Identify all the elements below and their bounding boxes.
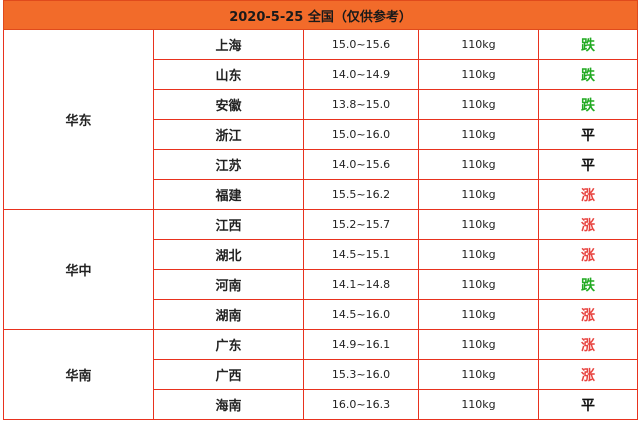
province-cell: 上海	[153, 29, 304, 60]
weight-cell: 110kg	[418, 29, 539, 60]
trend-cell: 涨	[537, 209, 639, 240]
table-row: 安徽 13.8~15.0 110kg 跌	[4, 89, 639, 120]
province-cell: 福建	[153, 179, 304, 210]
province-cell: 江西	[153, 209, 304, 240]
price-range-cell: 13.8~15.0	[303, 89, 419, 120]
weight-cell: 110kg	[418, 179, 539, 210]
province-cell: 广西	[153, 359, 304, 390]
weight-cell: 110kg	[418, 269, 539, 300]
price-range-cell: 15.3~16.0	[303, 359, 419, 390]
weight-cell: 110kg	[418, 149, 539, 180]
trend-cell: 平	[537, 149, 639, 180]
title-row: 2020-5-25 全国（仅供参考）	[2, 0, 639, 30]
price-range-cell: 15.0~15.6	[303, 29, 419, 60]
region-cell: 华南	[3, 329, 154, 420]
trend-cell: 跌	[537, 89, 639, 120]
trend-cell: 涨	[537, 239, 639, 270]
region-cell: 华东	[3, 29, 154, 210]
weight-cell: 110kg	[418, 59, 539, 90]
price-range-cell: 16.0~16.3	[303, 389, 419, 420]
price-range-cell: 14.1~14.8	[303, 269, 419, 300]
weight-cell: 110kg	[418, 239, 539, 270]
trend-cell: 跌	[537, 59, 639, 90]
weight-cell: 110kg	[418, 89, 539, 120]
province-cell: 广东	[153, 329, 304, 360]
province-cell: 河南	[153, 269, 304, 300]
price-range-cell: 14.5~15.1	[303, 239, 419, 270]
price-range-cell: 14.0~14.9	[303, 59, 419, 90]
table-row: 湖南 14.5~16.0 110kg 涨	[4, 299, 639, 330]
trend-cell: 涨	[537, 359, 639, 390]
weight-cell: 110kg	[418, 209, 539, 240]
price-range-cell: 14.9~16.1	[303, 329, 419, 360]
trend-cell: 涨	[537, 329, 639, 360]
region-cell: 华中	[3, 209, 154, 330]
trend-cell: 涨	[537, 299, 639, 330]
table-row: 海南 16.0~16.3 110kg 平	[4, 389, 639, 420]
province-cell: 浙江	[153, 119, 304, 150]
province-cell: 安徽	[153, 89, 304, 120]
trend-cell: 涨	[537, 179, 639, 210]
table-row: 华南 广东 14.9~16.1 110kg 涨	[3, 329, 639, 420]
province-cell: 江苏	[153, 149, 304, 180]
table-row: 浙江 15.0~16.0 110kg 平	[4, 119, 639, 150]
weight-cell: 110kg	[418, 389, 539, 420]
page-title: 2020-5-25 全国（仅供参考）	[2, 0, 639, 30]
table-row: 湖北 14.5~15.1 110kg 涨	[4, 239, 639, 270]
province-cell: 湖南	[153, 299, 304, 330]
weight-cell: 110kg	[418, 359, 539, 390]
price-range-cell: 15.5~16.2	[303, 179, 419, 210]
table-row: 江苏 14.0~15.6 110kg 平	[4, 149, 639, 180]
price-range-cell: 15.2~15.7	[303, 209, 419, 240]
table-row: 华中 江西 15.2~15.7 110kg 涨	[3, 209, 639, 330]
trend-cell: 跌	[537, 29, 639, 60]
province-cell: 山东	[153, 59, 304, 90]
price-range-cell: 15.0~16.0	[303, 119, 419, 150]
province-cell: 湖北	[153, 239, 304, 270]
trend-cell: 平	[537, 119, 639, 150]
table-row: 河南 14.1~14.8 110kg 跌	[4, 269, 639, 300]
weight-cell: 110kg	[418, 329, 539, 360]
price-range-cell: 14.0~15.6	[303, 149, 419, 180]
trend-cell: 跌	[537, 269, 639, 300]
trend-cell: 平	[537, 389, 639, 420]
table-row: 山东 14.0~14.9 110kg 跌	[4, 59, 639, 90]
table-row: 华东 上海 15.0~15.6 110kg 跌	[3, 29, 639, 210]
weight-cell: 110kg	[418, 119, 539, 150]
weight-cell: 110kg	[418, 299, 539, 330]
table-row: 福建 15.5~16.2 110kg 涨	[4, 179, 639, 210]
province-cell: 海南	[153, 389, 304, 420]
price-range-cell: 14.5~16.0	[303, 299, 419, 330]
